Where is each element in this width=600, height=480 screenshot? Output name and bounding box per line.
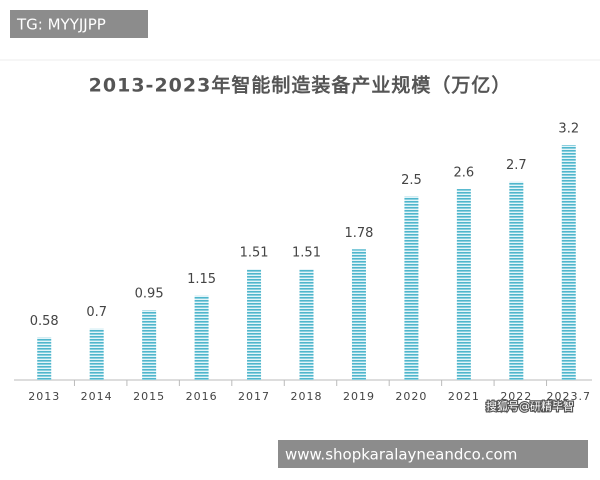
- value-label: 2.7: [506, 158, 527, 173]
- bar: [247, 269, 262, 380]
- x-tick-label: 2016: [186, 390, 218, 403]
- x-tick-label: 2022: [500, 390, 532, 403]
- url-box: [278, 440, 588, 468]
- value-label: 0.58: [30, 314, 59, 329]
- bar: [89, 328, 104, 380]
- x-tick-label: 2017: [238, 390, 270, 403]
- x-tick-label: 2020: [395, 390, 427, 403]
- bar: [351, 249, 366, 380]
- x-tick-label: 2013: [28, 390, 60, 403]
- value-label: 1.78: [344, 226, 373, 241]
- bar: [456, 189, 471, 380]
- url-text: www.shopkaralayneandco.com: [285, 446, 517, 464]
- value-label: 1.15: [187, 272, 216, 287]
- bar: [509, 181, 524, 380]
- bar: [194, 295, 209, 380]
- value-label: 0.95: [135, 287, 164, 302]
- bar: [561, 145, 576, 380]
- value-label: 1.51: [292, 246, 321, 261]
- watermark: 搜狐号@研精毕智: [486, 399, 574, 413]
- x-tick-label: 2019: [343, 390, 375, 403]
- bar: [142, 310, 157, 380]
- x-tick-label: 2023.7: [547, 390, 592, 403]
- top-tag: TG: MYYJJPP: [16, 16, 106, 34]
- bar: [404, 196, 419, 380]
- x-tick-label: 2014: [81, 390, 113, 403]
- bar: [37, 337, 52, 380]
- x-tick-label: 2021: [448, 390, 480, 403]
- value-label: 3.2: [558, 122, 579, 137]
- x-tick-label: 2018: [291, 390, 323, 403]
- bar: [299, 269, 314, 380]
- value-label: 0.7: [86, 305, 107, 320]
- top-tag-box: [10, 10, 148, 38]
- value-label: 2.5: [401, 173, 422, 188]
- value-label: 2.6: [454, 166, 475, 181]
- x-tick-label: 2015: [133, 390, 165, 403]
- value-label: 1.51: [240, 246, 269, 261]
- chart-title: 2013-2023年智能制造装备产业规模（万亿）: [89, 74, 512, 97]
